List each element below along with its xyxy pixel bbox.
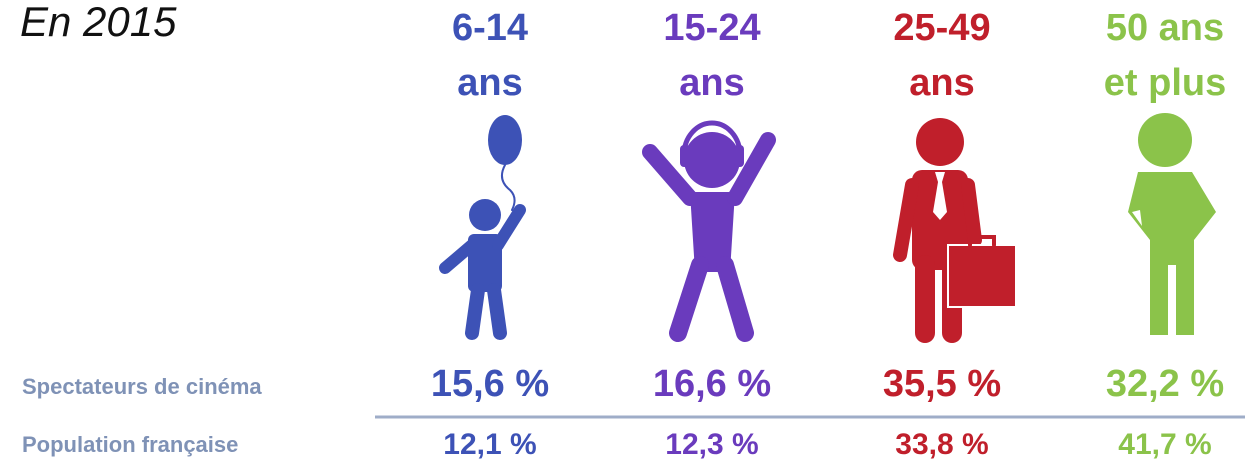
value: 16,6 % — [653, 363, 771, 405]
row-label: Spectateurs de cinéma — [22, 374, 262, 399]
value: 12,1 % — [443, 428, 536, 461]
value: 33,8 % — [895, 428, 988, 461]
value: 41,7 % — [1118, 428, 1211, 461]
adult-icon — [893, 118, 1017, 343]
value: 15,6 % — [431, 363, 549, 405]
value: 35,5 % — [883, 363, 1001, 405]
group-label: 6-14 — [452, 7, 528, 49]
group-label: 50 ans — [1106, 7, 1224, 49]
value: 12,3 % — [665, 428, 758, 461]
child-icon — [439, 115, 526, 340]
value: 32,2 % — [1106, 363, 1224, 405]
group-label: ans — [679, 62, 744, 104]
group-label: et plus — [1104, 62, 1226, 104]
group-label: 25-49 — [893, 7, 990, 49]
group-label: 15-24 — [663, 7, 760, 49]
teen-icon — [642, 120, 776, 342]
group-label: ans — [909, 62, 974, 104]
title: En 2015 — [20, 0, 177, 45]
group-label: ans — [457, 62, 522, 104]
senior-icon — [1128, 113, 1216, 335]
row-label: Population française — [22, 432, 238, 457]
